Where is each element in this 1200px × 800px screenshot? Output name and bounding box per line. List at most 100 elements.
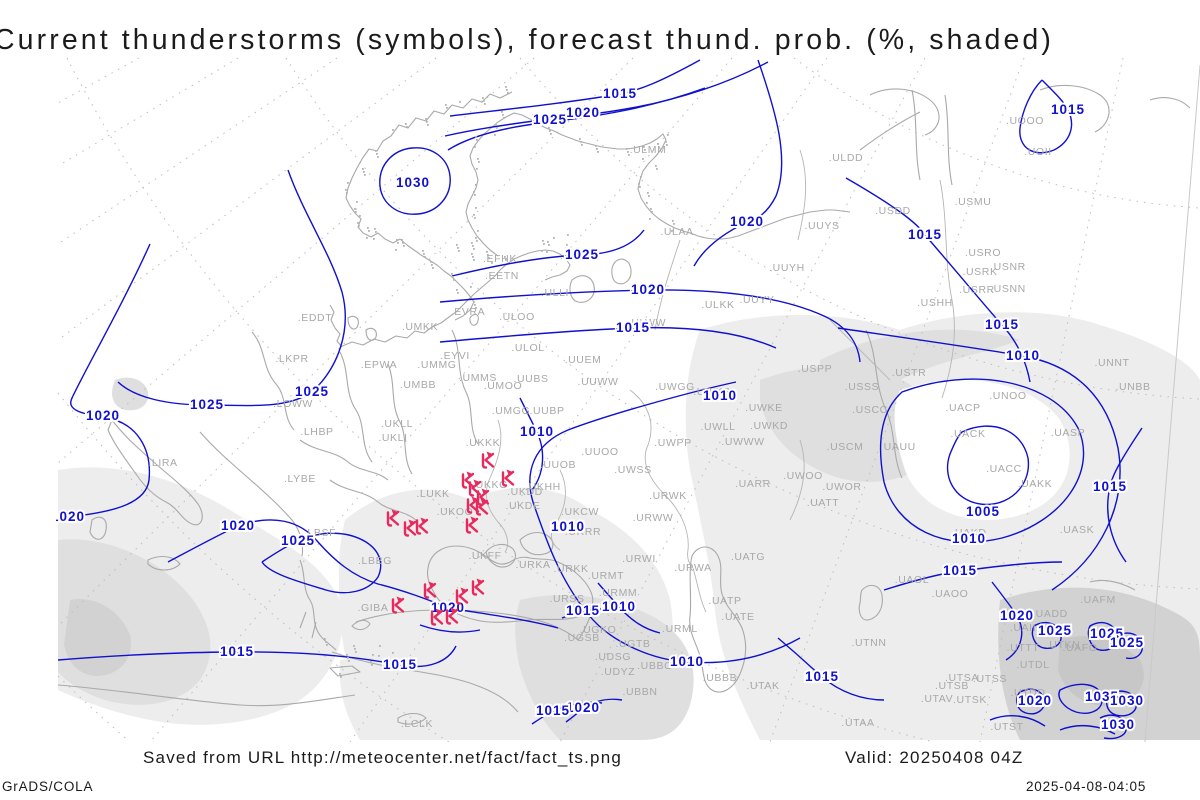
station-label: .UBBB: [703, 672, 738, 684]
isobar-value-label: 1015: [985, 317, 1019, 332]
station-label: .UMGG: [492, 405, 531, 417]
station-label: .UTDD: [1010, 687, 1045, 699]
isobar-value-label: 1025: [533, 112, 567, 127]
station-label: .UMMG: [417, 359, 456, 371]
station-label: .UWPP: [654, 437, 691, 449]
station-label: .ULAA: [660, 226, 693, 238]
isobar-labels: 1015102010251030102010151015101510251020…: [51, 84, 1145, 734]
station-label: .URKA: [515, 559, 550, 571]
station-label: .UTNN: [851, 637, 886, 649]
station-label: .UKLI: [378, 432, 407, 444]
station-label: .ULWW: [628, 317, 666, 329]
isobar-value-label: 1020: [566, 105, 600, 120]
station-label: .USRR: [959, 284, 995, 296]
station-label: .EFHK: [483, 253, 517, 265]
station-label: .UUYH: [769, 262, 805, 274]
station-label: .USHH: [917, 297, 953, 309]
isobar-value-label: 1010: [670, 654, 704, 669]
station-label: .LCLK: [401, 718, 433, 730]
isobar-value-label: 1015: [566, 603, 600, 618]
station-label: .UASK: [1060, 524, 1095, 536]
station-label: .UATG: [731, 551, 765, 563]
station-label: .URRR: [565, 526, 601, 538]
station-label: .UWGG: [655, 381, 695, 393]
station-label: .UATE: [721, 611, 754, 623]
station-label: .URMT: [588, 570, 624, 582]
station-label: .GIBA: [357, 602, 388, 614]
isobar-value-label: 1025: [1090, 626, 1124, 641]
isobar-value-label: 1030: [1101, 717, 1135, 732]
station-label: .URWW: [633, 512, 674, 524]
station-label: .USDD: [875, 205, 911, 217]
station-label: .LHBP: [300, 426, 333, 438]
station-label: .USNN: [990, 283, 1026, 295]
station-label: .USRK: [962, 266, 997, 278]
station-label: .URML: [662, 623, 698, 635]
isobar-value-label: 1025: [565, 247, 599, 262]
station-label: .UMMS: [459, 372, 497, 384]
station-label: .UACP: [945, 402, 980, 414]
station-label: .UTSS: [973, 673, 1007, 685]
station-label: .EYVI: [440, 350, 470, 362]
isobar-value-label: 1025: [1038, 623, 1072, 638]
station-label: .UDSG: [595, 651, 631, 663]
isobar-value-label: 1015: [536, 703, 570, 718]
isobar-value-label: 1010: [952, 531, 986, 546]
station-label: .UTAK: [746, 680, 779, 692]
station-label: .USSS: [845, 381, 880, 393]
station-label: .ULDD: [829, 152, 864, 164]
station-label: .URSS: [549, 593, 584, 605]
station-label: .UDYZ: [601, 666, 636, 678]
valid-time-text: Valid: 20250408 04Z: [845, 748, 1024, 767]
isobar-value-label: 1035: [1085, 689, 1119, 704]
isobar-value-label: 1020: [566, 700, 600, 715]
station-label: .EDDT: [298, 312, 333, 324]
station-label: .UTTT: [1007, 642, 1040, 654]
saved-url-text: Saved from URL http://meteocenter.net/fa…: [143, 748, 623, 767]
station-label: .UMBB: [400, 379, 436, 391]
isobar-value-label: 1030: [396, 175, 430, 190]
station-label: .ULOO: [499, 311, 535, 323]
station-labels: .ULMM .ULAA .ULDD .UOOO .UOII .USMU .USDD .UUYS…: [148, 115, 1150, 733]
station-label: .USCC: [852, 404, 888, 416]
isobar-value-label: 1015: [616, 320, 650, 335]
station-label: .UNBB: [1115, 381, 1150, 393]
station-label: .UMOO: [484, 380, 523, 392]
station-label: .UAOL: [895, 574, 930, 586]
station-label: .URKK: [553, 563, 588, 575]
station-label: .UAKK: [1018, 478, 1053, 490]
grads-credit: GrADS/COLA: [2, 779, 94, 794]
station-label: .UAFM: [1080, 594, 1116, 606]
station-label: .UUEM: [565, 354, 602, 366]
station-label: .ULLI: [541, 287, 569, 299]
station-label: .UGKO: [580, 624, 617, 636]
isobar-value-label: 1010: [602, 599, 636, 614]
station-label: .UKDD: [507, 486, 543, 498]
station-label: .UTDL: [1016, 659, 1049, 671]
station-label: .USMU: [955, 196, 992, 208]
station-label: .EETN: [485, 270, 519, 282]
station-label: .UUYY: [739, 294, 774, 306]
station-label: .UOOO: [1006, 115, 1044, 127]
station-label: .UAKD: [951, 527, 986, 539]
station-label: .UADD: [1032, 608, 1068, 620]
station-label: .UWSS: [614, 464, 651, 476]
station-label: .URMM: [599, 587, 638, 599]
station-label: .UWWW: [721, 436, 764, 448]
isobar-value-label: 1020: [1000, 608, 1034, 623]
station-label: .UNOO: [989, 390, 1026, 402]
station-label: .UKFF: [468, 550, 501, 562]
station-label: .USCM: [827, 441, 864, 453]
thunderstorm-icon: [481, 450, 496, 469]
isobar-value-label: 1005: [966, 504, 1000, 519]
station-label: .UUBP: [529, 405, 564, 417]
station-label: .UWLL: [700, 421, 735, 433]
station-label: .UACK: [950, 428, 985, 440]
isobar-value-label: 1020: [51, 509, 85, 524]
isobar-value-label: 1010: [703, 388, 737, 403]
isobars: [57, 59, 1143, 740]
station-label: .UAOO: [932, 588, 969, 600]
isobar-value-label: 1025: [295, 384, 329, 399]
station-label: .UTAA: [841, 717, 874, 729]
